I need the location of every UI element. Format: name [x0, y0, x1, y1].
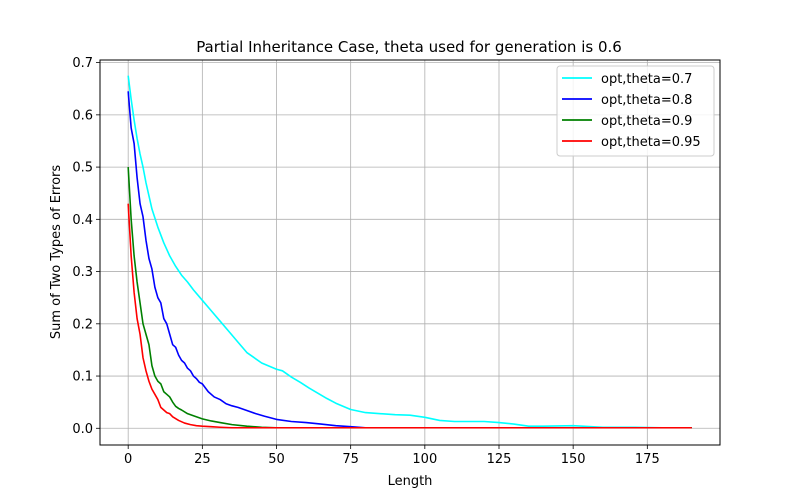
y-axis-label: Sum of Two Types of Errors [49, 165, 64, 340]
legend-label-1: opt,theta=0.7 [601, 72, 692, 87]
series-line-1 [127, 75, 692, 429]
plot-frame [99, 59, 721, 446]
legend: opt,theta=0.7 opt,theta=0.8 opt,theta=0.9 o… [556, 65, 715, 157]
y-tick-label: 0.0 [72, 422, 93, 437]
y-tick-label: 0.4 [72, 213, 93, 228]
y-tick-label: 0.3 [72, 265, 93, 280]
x-tick-label: 175 [635, 452, 660, 467]
x-tick-label: 75 [342, 452, 359, 467]
legend-label-2: opt,theta=0.8 [601, 93, 692, 108]
legend-label-3: opt,theta=0.9 [601, 114, 692, 129]
legend-box [556, 65, 715, 157]
series-line-3 [127, 167, 692, 429]
x-axis-ticks: 0 25 50 75 100 125 150 175 [124, 445, 660, 467]
y-tick-label: 0.7 [72, 56, 93, 71]
y-tick-label: 0.1 [72, 370, 93, 385]
x-tick-label: 50 [268, 452, 285, 467]
series-line-4 [127, 203, 692, 429]
legend-label-4: opt,theta=0.95 [601, 135, 701, 150]
y-axis-ticks: 0.0 0.1 0.2 0.3 0.4 0.5 0.6 0.7 [72, 56, 100, 437]
grid [100, 60, 720, 445]
x-axis-label: Length [388, 474, 433, 489]
x-tick-label: 125 [487, 452, 512, 467]
x-tick-label: 150 [561, 452, 586, 467]
x-tick-label: 25 [194, 452, 211, 467]
y-tick-label: 0.5 [72, 161, 93, 176]
x-tick-label: 100 [412, 452, 437, 467]
series-lines [127, 75, 692, 429]
chart-title: Partial Inheritance Case, theta used for… [196, 38, 622, 56]
y-tick-label: 0.6 [72, 108, 93, 123]
y-tick-label: 0.2 [72, 317, 93, 332]
x-tick-label: 0 [124, 452, 132, 467]
